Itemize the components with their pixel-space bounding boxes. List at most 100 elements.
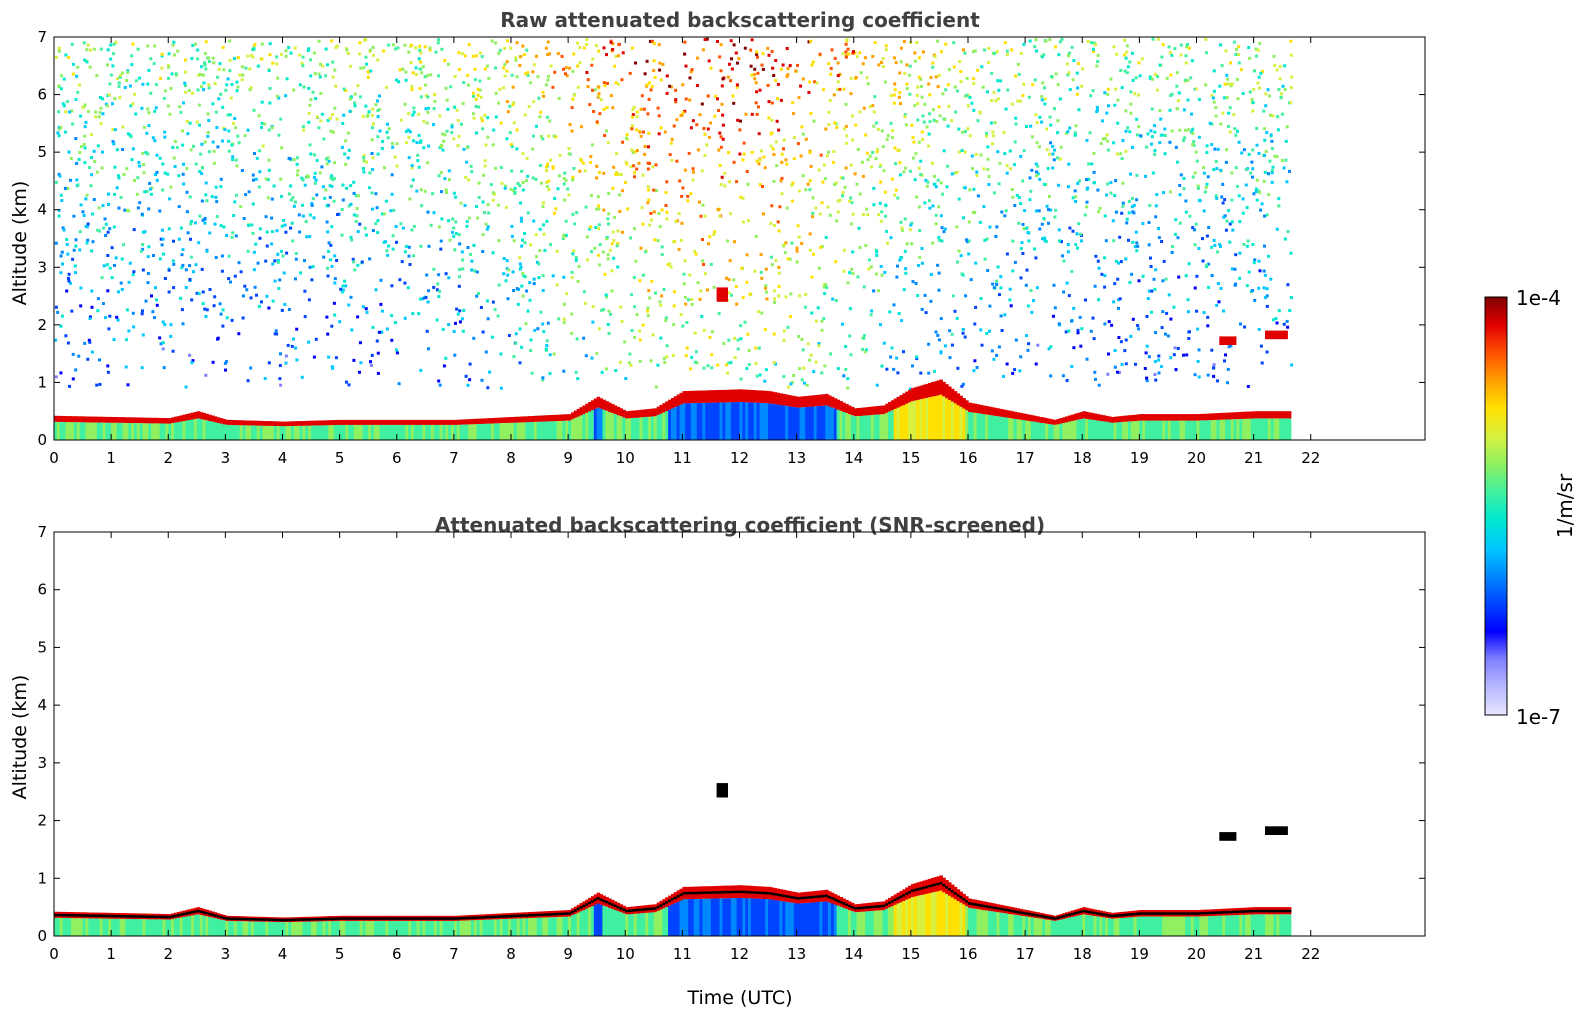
noise-pixel xyxy=(1164,332,1167,336)
noise-pixel xyxy=(367,110,371,114)
layer-top-band xyxy=(522,416,526,423)
noise-pixel xyxy=(371,156,375,160)
layer-core xyxy=(325,425,329,440)
noise-pixel xyxy=(1074,124,1078,128)
layer-core xyxy=(373,424,378,440)
noise-pixel xyxy=(417,165,421,169)
layer-core xyxy=(1216,419,1220,440)
noise-pixel xyxy=(472,94,476,98)
layer-top-band xyxy=(902,393,906,406)
noise-pixel xyxy=(330,39,334,43)
noise-pixel xyxy=(218,302,222,306)
noise-pixel xyxy=(761,185,764,188)
noise-pixel xyxy=(299,271,303,275)
noise-pixel xyxy=(536,327,540,331)
noise-pixel xyxy=(965,240,969,244)
noise-pixel xyxy=(182,182,186,186)
layer-core xyxy=(445,424,449,440)
noise-pixel xyxy=(718,214,722,218)
noise-pixel xyxy=(984,134,988,138)
layer-core xyxy=(656,415,661,440)
noise-pixel xyxy=(770,118,774,122)
noise-pixel xyxy=(177,205,181,209)
layer-core xyxy=(199,915,204,936)
layer-top-band xyxy=(768,391,772,404)
noise-pixel xyxy=(1154,72,1157,76)
layer-core xyxy=(479,423,484,440)
layer-core xyxy=(362,424,366,440)
noise-pixel xyxy=(1252,261,1256,265)
noise-pixel xyxy=(455,108,459,112)
noise-pixel xyxy=(1040,222,1044,226)
layer-top-band xyxy=(625,411,629,419)
noise-pixel xyxy=(1280,92,1283,96)
noise-pixel xyxy=(1008,298,1012,302)
noise-pixel xyxy=(814,206,818,210)
noise-pixel xyxy=(735,302,739,306)
noise-pixel xyxy=(206,131,210,134)
noise-pixel xyxy=(159,76,163,80)
noise-pixel xyxy=(683,109,687,113)
noise-pixel xyxy=(613,215,617,219)
noise-pixel xyxy=(825,286,829,290)
noise-pixel xyxy=(1242,148,1246,152)
noise-pixel xyxy=(288,157,292,161)
layer-top-band xyxy=(108,416,112,423)
noise-pixel xyxy=(505,60,509,64)
noise-pixel xyxy=(545,339,549,343)
layer-core xyxy=(79,422,84,440)
noise-pixel xyxy=(1013,140,1017,144)
noise-pixel xyxy=(335,259,339,262)
noise-pixel xyxy=(172,40,176,44)
noise-pixel xyxy=(963,186,967,190)
layer-boundary-mark xyxy=(145,915,149,918)
x-tick-label: 1 xyxy=(106,449,116,467)
noise-pixel xyxy=(539,135,543,138)
noise-pixel xyxy=(337,212,341,216)
noise-pixel xyxy=(196,48,200,52)
layer-core xyxy=(199,419,204,440)
noise-pixel xyxy=(1052,314,1055,318)
noise-pixel xyxy=(1092,151,1096,155)
noise-pixel xyxy=(66,341,70,345)
noise-pixel xyxy=(767,116,771,120)
layer-top-band xyxy=(128,417,132,423)
noise-pixel xyxy=(629,236,633,240)
noise-pixel xyxy=(659,126,663,130)
noise-pixel xyxy=(237,141,241,145)
noise-pixel xyxy=(440,47,444,51)
noise-pixel xyxy=(140,312,144,316)
noise-pixel xyxy=(265,244,269,248)
layer-core xyxy=(1202,420,1206,440)
layer-core xyxy=(208,421,212,440)
noise-pixel xyxy=(280,224,284,228)
noise-pixel xyxy=(1096,108,1099,112)
noise-pixel xyxy=(113,192,116,196)
layer-core xyxy=(99,422,104,440)
layer-top-band xyxy=(302,421,306,426)
noise-pixel xyxy=(993,51,996,55)
layer-top-band xyxy=(451,419,455,425)
noise-pixel xyxy=(988,329,991,333)
noise-pixel xyxy=(1111,219,1115,223)
layer-core xyxy=(948,399,952,440)
noise-pixel xyxy=(477,196,481,199)
noise-pixel xyxy=(776,220,780,224)
noise-pixel xyxy=(867,267,871,271)
noise-pixel xyxy=(509,46,513,50)
noise-pixel xyxy=(215,200,219,204)
noise-pixel xyxy=(611,106,615,110)
noise-pixel xyxy=(544,46,548,50)
noise-pixel xyxy=(820,371,824,375)
noise-pixel xyxy=(457,233,461,237)
noise-pixel xyxy=(1119,68,1123,72)
noise-pixel xyxy=(291,196,295,200)
noise-pixel xyxy=(408,263,412,266)
layer-core xyxy=(1096,420,1100,440)
layer-core xyxy=(639,417,643,440)
noise-pixel xyxy=(340,290,344,294)
noise-pixel xyxy=(167,64,170,68)
noise-pixel xyxy=(1283,64,1287,68)
layer-top-band xyxy=(1273,411,1278,419)
noise-pixel xyxy=(1237,194,1241,198)
